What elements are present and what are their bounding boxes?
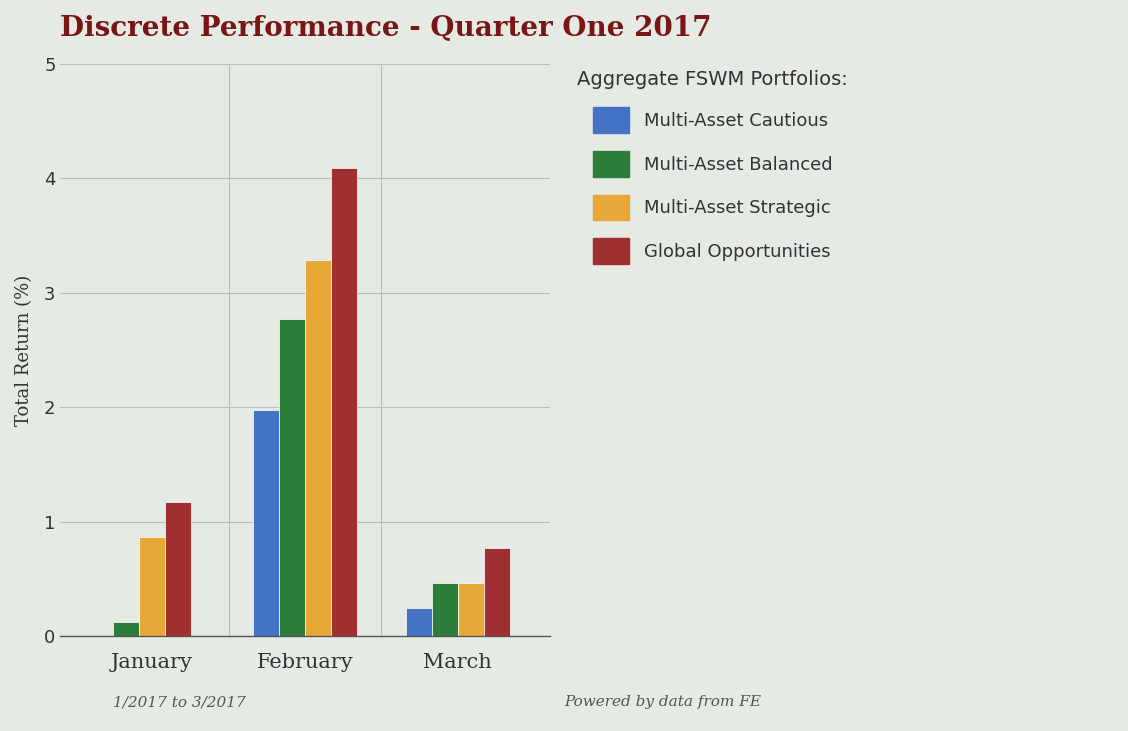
Bar: [305, 260, 331, 637]
Bar: [331, 168, 356, 637]
Legend: Multi-Asset Cautious, Multi-Asset Balanced, Multi-Asset Strategic, Global Opport: Multi-Asset Cautious, Multi-Asset Balanc…: [569, 61, 857, 273]
Text: 1/2017 to 3/2017: 1/2017 to 3/2017: [113, 695, 246, 709]
Y-axis label: Total Return (%): Total Return (%): [15, 275, 33, 425]
Bar: [253, 409, 279, 637]
Bar: [279, 319, 305, 637]
Bar: [432, 583, 458, 637]
Bar: [113, 621, 139, 637]
Bar: [458, 583, 484, 637]
Bar: [139, 537, 165, 637]
Bar: [484, 548, 510, 637]
Text: Discrete Performance - Quarter One 2017: Discrete Performance - Quarter One 2017: [61, 15, 712, 42]
Text: Powered by data from FE: Powered by data from FE: [564, 695, 761, 709]
Bar: [406, 608, 432, 637]
Bar: [165, 502, 191, 637]
